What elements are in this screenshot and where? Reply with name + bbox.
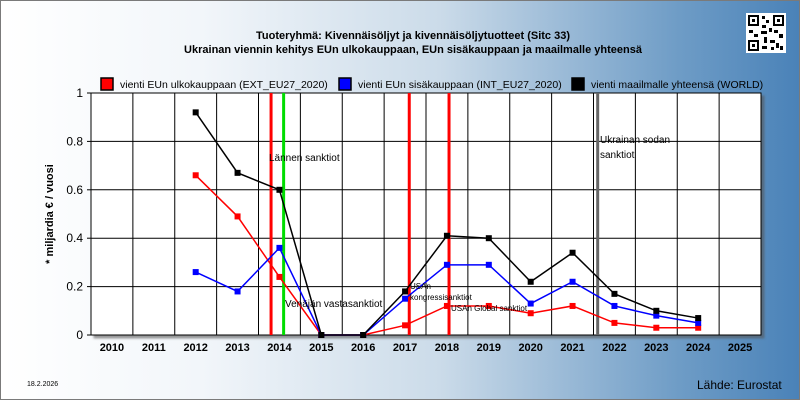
- data-point: [611, 319, 618, 326]
- x-tick-label: 2012: [183, 342, 207, 354]
- gridlines: [91, 93, 761, 335]
- x-tick-label: 2013: [225, 342, 249, 354]
- x-tick-label: 2023: [644, 342, 668, 354]
- data-point: [527, 278, 534, 285]
- series-0: [192, 172, 702, 338]
- legend: vienti EUn ulkokauppaan (EXT_EU27_2020) …: [100, 77, 763, 91]
- data-point: [569, 302, 576, 309]
- data-point: [695, 319, 702, 326]
- y-tick-label: 0.8: [66, 134, 83, 148]
- annotation-sota-2: sanktiot: [600, 150, 635, 161]
- data-point: [653, 307, 660, 314]
- data-point: [192, 109, 199, 116]
- data-series: [192, 109, 702, 338]
- legend-swatch-world: [571, 77, 585, 91]
- y-axis-ticks: 0 0.2 0.4 0.6 0.8 1: [66, 86, 91, 342]
- data-point: [402, 322, 409, 329]
- y-tick-label: 0.2: [66, 280, 83, 294]
- data-point: [276, 186, 283, 193]
- data-point: [485, 302, 492, 309]
- legend-swatch-int: [338, 77, 352, 91]
- x-tick-label: 2021: [560, 342, 584, 354]
- data-point: [653, 312, 660, 319]
- data-point: [360, 332, 367, 338]
- data-point: [402, 295, 409, 302]
- data-point: [318, 332, 325, 338]
- x-tick-label: 2010: [100, 342, 124, 354]
- y-tick-label: 0.4: [66, 231, 83, 245]
- legend-label-ext: vienti EUn ulkokauppaan (EXT_EU27_2020): [120, 79, 328, 91]
- chart-subtitle: Ukrainan viennin kehitys EUn ulkokauppaa…: [184, 44, 643, 56]
- data-point: [527, 310, 534, 317]
- x-tick-label: 2017: [393, 342, 417, 354]
- x-tick-label: 2018: [435, 342, 459, 354]
- legend-label-world: vienti maailmalle yhteensä (WORLD): [591, 79, 763, 91]
- y-tick-label: 0.6: [66, 183, 83, 197]
- data-point: [569, 278, 576, 285]
- y-tick-label: 0: [76, 328, 83, 342]
- x-tick-label: 2016: [351, 342, 375, 354]
- data-point: [443, 261, 450, 268]
- legend-item-ext: vienti EUn ulkokauppaan (EXT_EU27_2020): [100, 77, 328, 91]
- y-axis-label: * miljardia € / vuosi: [44, 164, 56, 264]
- data-point: [234, 288, 241, 295]
- data-point: [611, 302, 618, 309]
- x-tick-label: 2015: [309, 342, 333, 354]
- x-tick-label: 2011: [142, 342, 166, 354]
- data-point: [695, 315, 702, 322]
- annotation-lannen: Lännen sanktiot: [269, 153, 340, 164]
- x-tick-label: 2025: [728, 342, 752, 354]
- annotation-venajan: Venäjän vastasanktiot: [285, 299, 383, 310]
- x-tick-label: 2020: [518, 342, 542, 354]
- series-2: [192, 109, 702, 338]
- annotation-usan-2: kongressisanktiot: [410, 293, 473, 302]
- data-point: [611, 290, 618, 297]
- data-point: [527, 300, 534, 307]
- annotations: Lännen sanktiot Venäjän vastasanktiot US…: [269, 135, 670, 313]
- legend-item-world: vienti maailmalle yhteensä (WORLD): [571, 77, 763, 91]
- x-tick-label: 2024: [686, 342, 711, 354]
- data-point: [276, 273, 283, 280]
- y-tick-label: 1: [76, 86, 83, 100]
- x-axis-ticks: 2010 2011 2012 2013 2014 2015 2016 2017 2018 2019…: [100, 342, 753, 354]
- x-tick-label: 2014: [267, 342, 292, 354]
- x-tick-label: 2019: [477, 342, 501, 354]
- footer-date: 18.2.2026: [27, 381, 58, 388]
- data-point: [192, 172, 199, 179]
- annotation-usan-1: USAn: [410, 282, 431, 291]
- annotation-sota-1: Ukrainan sodan: [600, 135, 670, 146]
- data-point: [443, 232, 450, 239]
- data-point: [234, 169, 241, 176]
- data-point: [485, 235, 492, 242]
- qr-code-icon: [746, 13, 786, 53]
- legend-label-int: vienti EUn sisäkauppaan (INT_EU27_2020): [358, 79, 562, 91]
- data-point: [485, 261, 492, 268]
- legend-swatch-ext: [100, 77, 114, 91]
- sanction-markers: [269, 93, 600, 335]
- footer-source: Lähde: Eurostat: [697, 378, 782, 392]
- legend-item-int: vienti EUn sisäkauppaan (INT_EU27_2020): [338, 77, 562, 91]
- data-point: [192, 269, 199, 276]
- data-point: [276, 244, 283, 251]
- x-tick-label: 2022: [602, 342, 626, 354]
- data-point: [443, 302, 450, 309]
- data-point: [569, 249, 576, 256]
- data-point: [402, 288, 409, 295]
- data-point: [695, 324, 702, 331]
- data-point: [234, 213, 241, 220]
- data-point: [653, 324, 660, 331]
- annotation-usan-global: USAn Global sanktiot: [451, 304, 528, 313]
- chart-title: Tuoteryhmä: Kivennäisöljyt ja kivennäisö…: [256, 30, 570, 42]
